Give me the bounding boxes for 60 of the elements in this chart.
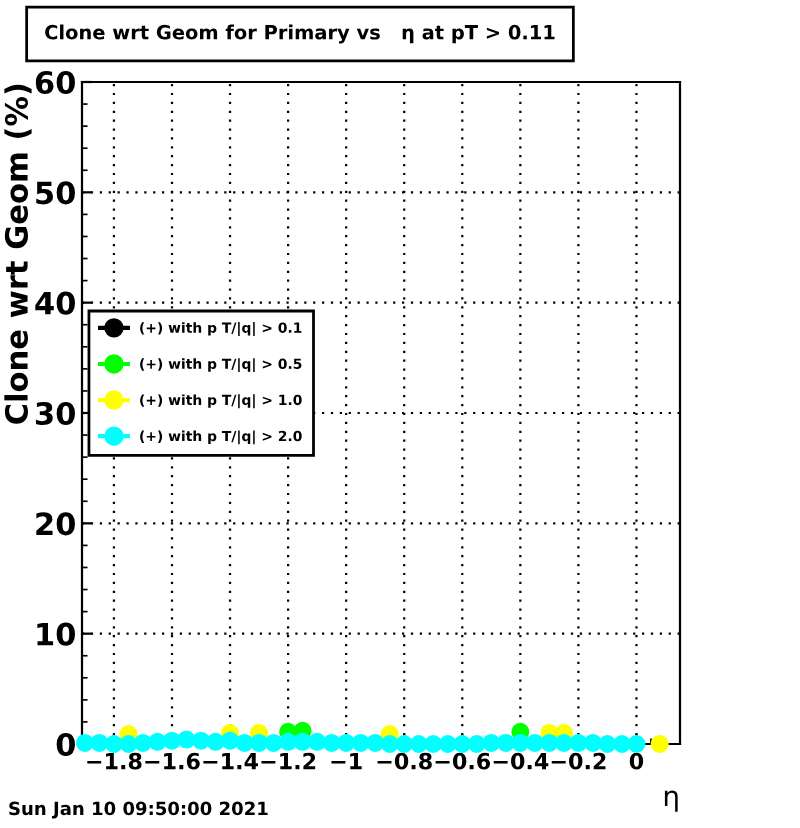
y-axis-title: Clone wrt Geom (%) [4, 84, 32, 424]
point [438, 735, 457, 753]
point [221, 731, 240, 750]
y-tick-label: 50 [36, 181, 75, 205]
point [75, 733, 94, 752]
point [337, 733, 356, 752]
point [627, 735, 646, 753]
x-tick-label: −1.8 [87, 752, 142, 770]
point [192, 731, 211, 750]
point [598, 735, 617, 753]
point [554, 733, 573, 752]
point [395, 735, 414, 753]
point [308, 732, 327, 751]
point [148, 732, 167, 751]
point [177, 730, 196, 749]
text: Sun Jan 10 09:50:00 2021 [9, 801, 268, 819]
point [540, 733, 559, 752]
x-tick-label: −0.8 [377, 752, 432, 770]
point [569, 733, 588, 752]
point [467, 735, 486, 753]
x-tick-label: −1.6 [145, 752, 200, 770]
x-tick-label: −1.4 [203, 753, 259, 770]
point [235, 733, 254, 752]
point [322, 733, 341, 752]
point [366, 733, 385, 752]
point [206, 732, 225, 751]
point [279, 732, 298, 751]
point [409, 735, 428, 753]
y-tick-label: 40 [35, 291, 75, 315]
x-tick-label: −0.4 [493, 752, 549, 770]
chart-title: Clone wrt Geom for Primary vs η at pT > 0.11 [45, 24, 555, 44]
point [525, 733, 544, 752]
point [119, 735, 138, 753]
x-axis-title: η [664, 790, 678, 812]
point [264, 733, 283, 752]
point [380, 735, 399, 753]
y-tick-label: 20 [36, 512, 75, 536]
point [612, 735, 631, 753]
point [583, 733, 602, 752]
x-tick-label: −0.2 [551, 752, 606, 770]
x-tick-label: −1.2 [261, 752, 316, 770]
point [650, 735, 669, 753]
point [162, 731, 181, 750]
point [482, 733, 501, 752]
point [496, 733, 515, 752]
x-tick-label: −1 [331, 753, 362, 770]
point [424, 735, 443, 753]
point [351, 733, 370, 752]
y-tick-label: 10 [37, 622, 75, 646]
point [293, 732, 312, 751]
point [133, 733, 152, 752]
y-tick-label: 60 [35, 70, 75, 95]
point [90, 733, 109, 752]
point [250, 733, 269, 752]
point [511, 733, 530, 752]
x-tick-label: −0.6 [435, 752, 491, 770]
x-tick-label: 0 [629, 752, 644, 770]
y-tick-label: 30 [35, 401, 75, 426]
point [104, 735, 123, 753]
point [453, 735, 472, 753]
